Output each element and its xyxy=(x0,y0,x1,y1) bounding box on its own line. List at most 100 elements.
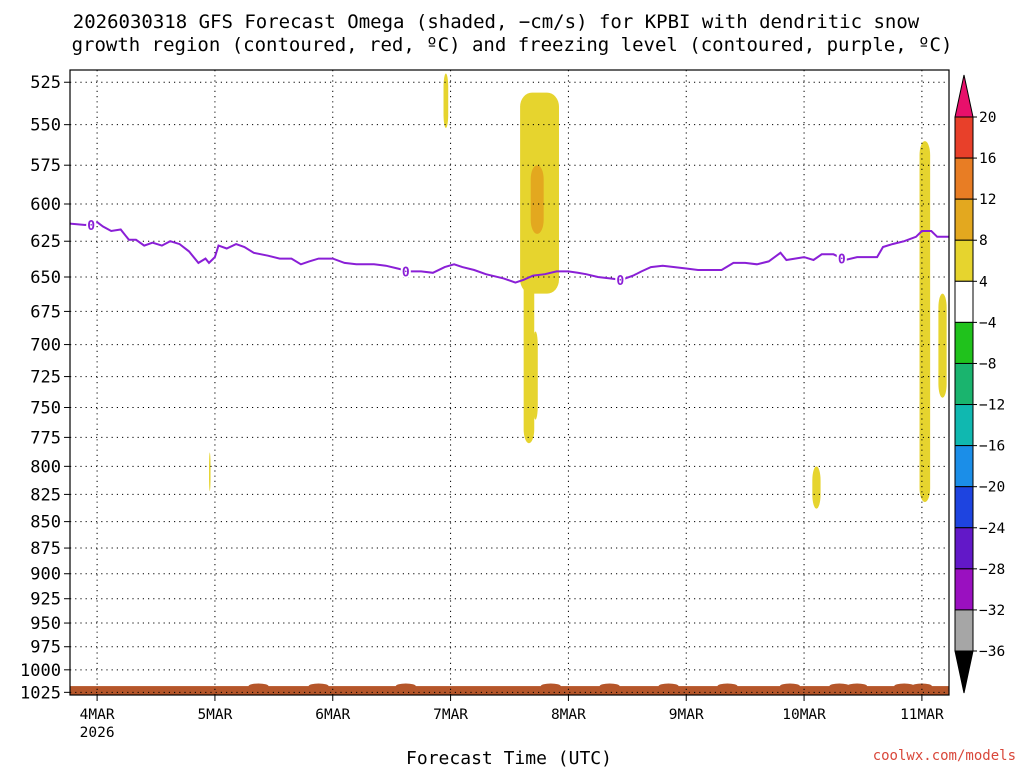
y-tick-label-600: 600 xyxy=(30,195,61,215)
y-tick-label-775: 775 xyxy=(30,428,61,448)
y-tick-label-950: 950 xyxy=(30,614,61,634)
y-tick-label-900: 900 xyxy=(30,565,61,585)
colorbar-segment-2 xyxy=(954,198,974,241)
colorbar-segment-12 xyxy=(954,609,974,652)
y-tick-label-1025: 1025 xyxy=(20,683,61,703)
grid-lines xyxy=(70,70,949,695)
surface-bump-5 xyxy=(658,683,679,689)
y-tick-label-800: 800 xyxy=(30,457,61,477)
surface-bump-4 xyxy=(599,683,620,689)
omega-region-8 xyxy=(209,452,211,492)
surface-band xyxy=(70,683,949,695)
surface-bump-9 xyxy=(847,683,868,689)
plot-background xyxy=(70,70,949,695)
colorbar-label-0: 20 xyxy=(979,110,996,126)
freezing-label-bg-1 xyxy=(400,264,411,278)
colorbar-label-9: −20 xyxy=(979,480,1005,496)
surface-bump-11 xyxy=(911,683,932,689)
y-tick-label-750: 750 xyxy=(30,398,61,418)
colorbar-segment-7 xyxy=(954,404,974,447)
omega-shading xyxy=(209,73,947,509)
surface-bump-2 xyxy=(395,683,416,689)
surface-bump-3 xyxy=(540,683,561,689)
x-tick-label-8MAR: 8MAR xyxy=(551,707,586,723)
freezing-label-bg-2 xyxy=(615,272,626,286)
freezing-level-label-0: 0 xyxy=(87,219,95,234)
surface-bump-7 xyxy=(779,683,800,689)
y-tick-label-1000: 1000 xyxy=(20,661,61,681)
surface-bump-10 xyxy=(894,683,915,689)
x-tick-label-5MAR: 5MAR xyxy=(197,707,232,723)
omega-region-7 xyxy=(938,293,947,398)
chart-title-line1: 2026030318 GFS Forecast Omega (shaded, −… xyxy=(73,11,920,33)
y-tick-label-575: 575 xyxy=(30,156,61,176)
freezing-level-contour: 0 0 0 0 xyxy=(69,218,949,289)
surface-bump-1 xyxy=(308,683,329,689)
colorbar-segment-9 xyxy=(954,486,974,529)
colorbar-label-5: −4 xyxy=(979,315,997,331)
y-tick-label-875: 875 xyxy=(30,539,61,559)
colorbar-segment-4 xyxy=(954,280,974,323)
colorbar-segment-10 xyxy=(954,527,974,570)
omega-region-6 xyxy=(919,141,931,503)
y-tick-label-650: 650 xyxy=(30,268,61,288)
colorbar-label-3: 8 xyxy=(979,233,988,249)
freezing-label-bg-3 xyxy=(836,251,847,265)
colorbar-label-11: −28 xyxy=(979,562,1005,578)
x-tick-label-9MAR: 9MAR xyxy=(669,707,704,723)
colorbar-segment-6 xyxy=(954,362,974,406)
chart-title-line2: growth region (contoured, red, ºC) and f… xyxy=(72,34,953,56)
freezing-level-label-2: 0 xyxy=(616,274,624,289)
colorbar-segment-5 xyxy=(954,321,974,364)
colorbar-segment-3 xyxy=(954,239,974,282)
colorbar-segment-11 xyxy=(954,568,974,611)
freezing-level-line xyxy=(69,221,949,284)
colorbar-label-6: −8 xyxy=(979,356,996,372)
y-tick-label-625: 625 xyxy=(30,232,61,252)
y-tick-label-925: 925 xyxy=(30,590,61,610)
freezing-level-label-3: 0 xyxy=(838,253,846,268)
colorbar-segment-0 xyxy=(954,116,974,159)
x-tick-label-6MAR: 6MAR xyxy=(315,707,350,723)
surface-band-fill xyxy=(70,686,949,695)
x-axis: 4MAR 2026 5MAR 6MAR 7MAR 8MAR 9MAR 10MAR 11MAR xyxy=(80,695,944,741)
plot-frame xyxy=(69,69,950,696)
colorbar-label-8: −16 xyxy=(979,439,1005,455)
omega-region-1 xyxy=(523,262,535,444)
surface-bump-6 xyxy=(717,683,738,689)
y-tick-label-700: 700 xyxy=(30,336,61,356)
omega-region-2 xyxy=(533,331,538,420)
x-tick-label-7MAR: 7MAR xyxy=(433,707,468,723)
colorbar-label-13: −36 xyxy=(979,644,1005,660)
freezing-level-label-1: 0 xyxy=(402,265,410,280)
x-axis-title: Forecast Time (UTC) xyxy=(406,748,612,768)
colorbar-bottom-arrow xyxy=(954,650,974,694)
y-tick-label-975: 975 xyxy=(30,638,61,658)
colorbar-top-arrow xyxy=(954,74,974,118)
omega-region-3 xyxy=(530,165,544,234)
y-tick-label-850: 850 xyxy=(30,513,61,533)
y-tick-label-550: 550 xyxy=(30,116,61,136)
x-tick-sublabel-4MAR: 2026 xyxy=(80,725,115,741)
credit-text: coolwx.com/models xyxy=(873,748,1016,764)
omega-region-5 xyxy=(812,466,821,509)
colorbar-label-4: 4 xyxy=(979,274,988,290)
surface-bump-8 xyxy=(829,683,850,689)
colorbar-label-10: −24 xyxy=(979,521,1005,537)
colorbar-label-2: 12 xyxy=(979,192,996,208)
surface-bump-0 xyxy=(248,683,269,689)
colorbar-label-1: 16 xyxy=(979,151,996,167)
y-tick-label-725: 725 xyxy=(30,368,61,388)
freezing-label-bg-0 xyxy=(86,218,97,232)
x-tick-label-4MAR: 4MAR xyxy=(80,707,115,723)
colorbar-label-7: −12 xyxy=(979,398,1005,414)
omega-region-4 xyxy=(443,73,449,128)
y-axis: 525 550 575 600 625 650 675 700 725 750 775 800 825 8… xyxy=(20,73,70,703)
plot-area: 0 0 0 0 xyxy=(69,69,950,696)
x-tick-label-10MAR: 10MAR xyxy=(782,707,826,723)
y-tick-label-675: 675 xyxy=(30,302,61,322)
colorbar-segment-1 xyxy=(954,157,974,200)
y-tick-label-525: 525 xyxy=(30,73,61,93)
y-tick-label-825: 825 xyxy=(30,485,61,505)
